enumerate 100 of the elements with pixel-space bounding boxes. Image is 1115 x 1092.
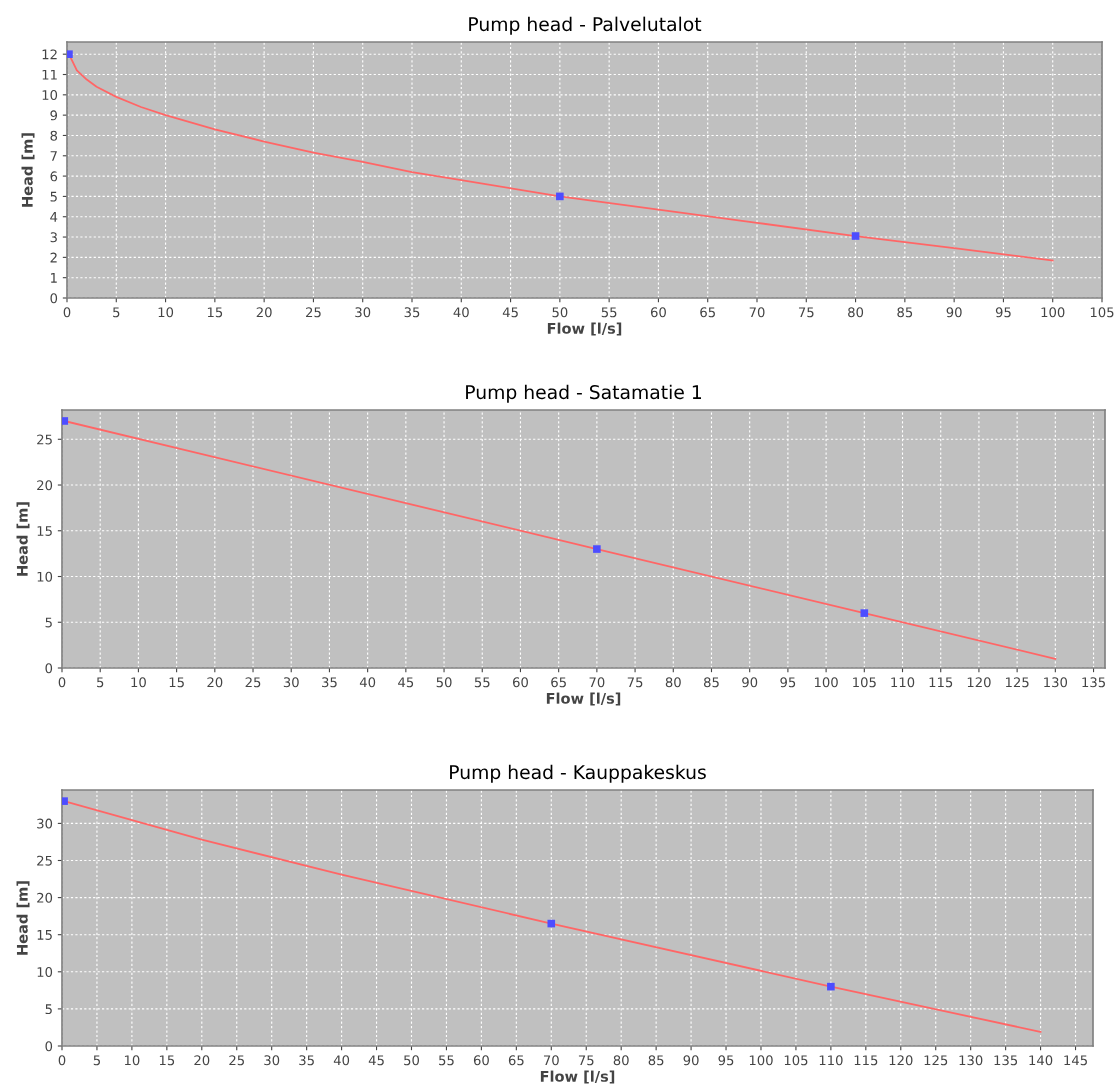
x-tick-label: 70	[589, 677, 605, 688]
point	[851, 232, 860, 240]
y-tick-label: 9	[50, 110, 58, 121]
point	[67, 50, 73, 58]
point	[860, 609, 869, 617]
x-tick-label: 10	[158, 307, 174, 318]
x-tick-label: 90	[742, 677, 758, 688]
y-tick-label: 0	[45, 1041, 53, 1052]
x-axis-title: Flow [l/s]	[540, 1070, 615, 1084]
y-axis-title: Head [m]	[16, 881, 30, 955]
x-tick-label: 65	[551, 677, 566, 688]
x-tick-label: 5	[113, 307, 120, 318]
x-tick-label: 45	[398, 677, 414, 688]
x-tick-label: 50	[404, 1055, 420, 1066]
y-axis-title: Head [m]	[21, 133, 35, 207]
x-tick-label: 100	[1041, 307, 1065, 318]
y-tick-label: 1	[51, 273, 57, 283]
point	[62, 417, 69, 425]
x-tick-label: 60	[473, 1055, 489, 1066]
point	[62, 797, 68, 805]
y-tick-label: 4	[50, 212, 58, 222]
x-tick-label: 45	[368, 1055, 384, 1066]
x-tick-label: 5	[97, 677, 104, 688]
x-tick-label: 60	[512, 677, 528, 688]
x-tick-label: 60	[650, 307, 666, 318]
x-tick-label: 80	[848, 307, 864, 318]
x-tick-label: 120	[889, 1055, 913, 1066]
x-tick-label: 75	[578, 1055, 594, 1066]
x-tick-label: 35	[299, 1055, 314, 1066]
y-tick-label: 5	[50, 191, 57, 202]
x-tick-label: 95	[780, 677, 796, 688]
x-tick-label: 20	[207, 677, 223, 688]
x-tick-label: 100	[749, 1055, 773, 1066]
x-tick-label: 80	[613, 1055, 629, 1066]
x-tick-label: 15	[159, 1055, 175, 1066]
x-tick-label: 105	[853, 677, 876, 688]
y-tick-label: 5	[45, 1004, 52, 1015]
y-tick-label: 15	[37, 930, 52, 940]
x-tick-label: 110	[819, 1055, 843, 1066]
point	[593, 545, 601, 553]
x-axis-title: Flow [l/s]	[547, 322, 622, 336]
x-tick-label: 80	[665, 677, 681, 688]
chart-title: Pump head - Palvelutalot	[469, 16, 702, 35]
x-tick-label: 130	[1044, 677, 1068, 688]
x-tick-label: 105	[1090, 307, 1114, 318]
x-tick-label: 5	[93, 1055, 100, 1066]
x-tick-label: 50	[552, 307, 568, 318]
y-tick-label: 25	[37, 855, 52, 866]
chart-title: Pump head - Satamatie 1	[466, 384, 701, 403]
y-tick-label: 12	[42, 49, 57, 60]
x-tick-label: 50	[436, 677, 452, 688]
x-tick-label: 20	[256, 307, 272, 318]
x-tick-label: 135	[1082, 677, 1105, 688]
x-tick-label: 125	[924, 1055, 948, 1066]
y-tick-label: 10	[37, 967, 53, 977]
x-tick-label: 0	[63, 307, 71, 318]
y-tick-label: 20	[37, 480, 53, 491]
y-tick-label: 3	[50, 232, 57, 243]
x-tick-label: 85	[703, 677, 719, 688]
y-tick-label: 10	[42, 90, 58, 101]
y-tick-label: 0	[50, 293, 58, 304]
x-tick-label: 90	[946, 307, 962, 318]
x-tick-label: 10	[124, 1055, 140, 1066]
x-tick-label: 115	[854, 1055, 878, 1066]
y-tick-label: 15	[37, 526, 52, 536]
x-tick-label: 115	[929, 677, 953, 688]
x-tick-label: 30	[264, 1055, 280, 1066]
x-tick-label: 0	[58, 677, 66, 688]
x-tick-label: 30	[355, 307, 371, 318]
chart-title: Pump head - Kauppakeskus	[450, 764, 706, 783]
y-tick-label: 20	[37, 892, 53, 903]
x-tick-label: 35	[322, 677, 337, 688]
y-tick-label: 6	[50, 171, 58, 182]
y-axis-title: Head [m]	[16, 502, 30, 576]
y-tick-label: 10	[37, 571, 53, 582]
x-tick-label: 105	[784, 1055, 808, 1066]
x-tick-label: 95	[995, 307, 1011, 318]
x-tick-label: 15	[207, 307, 223, 318]
x-tick-label: 100	[814, 677, 838, 688]
x-tick-label: 140	[1029, 1055, 1053, 1066]
point	[547, 919, 556, 928]
x-tick-label: 70	[749, 307, 765, 318]
x-tick-label: 25	[245, 677, 261, 688]
x-tick-label: 65	[508, 1055, 524, 1066]
x-tick-label: 75	[798, 307, 814, 318]
y-tick-label: 2	[50, 252, 57, 263]
x-tick-label: 55	[474, 677, 490, 688]
y-tick-label: 30	[37, 818, 53, 829]
x-tick-label: 0	[58, 1055, 66, 1066]
x-tick-label: 25	[306, 307, 321, 318]
x-tick-label: 40	[333, 1055, 350, 1066]
y-tick-label: 11	[42, 69, 57, 80]
x-tick-label: 40	[453, 307, 469, 318]
point	[827, 982, 835, 991]
x-tick-label: 70	[543, 1055, 559, 1066]
x-tick-label: 125	[1005, 677, 1029, 688]
y-tick-label: 8	[50, 130, 58, 141]
x-tick-label: 145	[1064, 1055, 1087, 1066]
x-tick-label: 135	[994, 1055, 1018, 1066]
x-tick-label: 55	[601, 307, 617, 318]
